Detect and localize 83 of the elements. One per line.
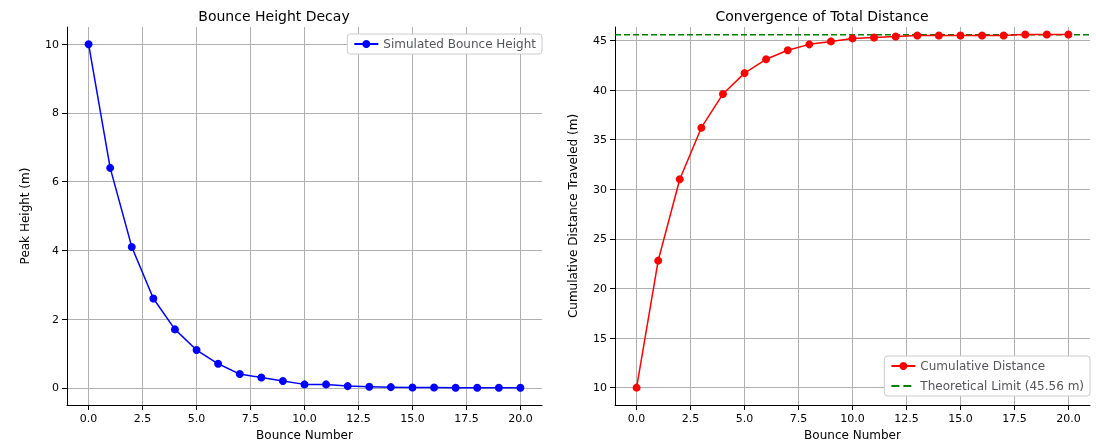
point: [1064, 30, 1073, 39]
y-tick-label: 8: [52, 106, 59, 120]
point: [386, 383, 395, 392]
point: [913, 31, 922, 40]
point: [322, 380, 331, 389]
y-axis-title: Cumulative Distance Traveled (m): [566, 113, 580, 319]
point: [956, 31, 965, 40]
y-tick-label: 10: [45, 37, 59, 51]
point: [430, 383, 439, 392]
x-tick-label: 10.0: [840, 412, 865, 425]
legend-label: Theoretical Limit (45.56 m): [919, 379, 1085, 393]
point: [408, 383, 417, 392]
point: [740, 69, 749, 78]
y-tick-label: 15: [593, 331, 607, 345]
legend-label: Simulated Bounce Height: [383, 37, 537, 51]
point: [516, 383, 525, 392]
x-tick-label: 2.5: [681, 412, 700, 425]
y-tick-label: 10: [593, 381, 607, 395]
chart-title: Bounce Height Decay: [198, 8, 350, 24]
point: [127, 242, 136, 251]
point: [235, 370, 244, 379]
point: [718, 89, 727, 98]
point: [783, 46, 792, 55]
y-tick-label: 20: [593, 281, 607, 295]
x-axis-title: Bounce Number: [256, 428, 353, 442]
point: [494, 383, 503, 392]
point: [934, 31, 943, 40]
x-tick-label: 7.5: [241, 412, 260, 425]
point: [1021, 30, 1030, 39]
point: [848, 34, 857, 43]
x-tick-label: 17.5: [1002, 412, 1027, 425]
point: [451, 383, 460, 392]
point: [278, 376, 287, 385]
x-tick-label: 20.0: [1056, 412, 1081, 425]
y-tick-label: 30: [593, 182, 607, 196]
point: [978, 31, 987, 40]
point: [654, 256, 663, 265]
point: [805, 40, 814, 49]
point: [697, 123, 706, 132]
point: [473, 383, 482, 392]
y-tick-label: 25: [593, 232, 607, 246]
x-tick-label: 10.0: [292, 412, 317, 425]
x-tick-label: 20.0: [508, 412, 533, 425]
y-axis-title: Peak Height (m): [18, 167, 32, 265]
x-axis-title: Bounce Number: [804, 428, 901, 442]
point: [170, 325, 179, 334]
y-tick-label: 6: [52, 175, 59, 189]
point: [214, 359, 223, 368]
y-tick-label: 4: [52, 243, 59, 257]
point: [891, 32, 900, 41]
point: [675, 175, 684, 184]
point: [300, 380, 309, 389]
point: [762, 55, 771, 64]
x-tick-label: 0.0: [627, 412, 646, 425]
y-tick-label: 2: [52, 312, 59, 326]
point: [84, 40, 93, 49]
point: [365, 382, 374, 391]
point: [343, 382, 352, 391]
point: [192, 346, 201, 355]
legend-label: Cumulative Distance: [920, 359, 1046, 373]
point: [999, 31, 1008, 40]
x-tick-label: 0.0: [79, 412, 98, 425]
point: [826, 37, 835, 46]
x-tick-label: 7.5: [789, 412, 808, 425]
point: [149, 294, 158, 303]
y-tick-label: 0: [52, 381, 59, 395]
y-tick-label: 40: [593, 83, 607, 97]
x-tick-label: 12.5: [894, 412, 919, 425]
x-tick-label: 5.0: [735, 412, 754, 425]
x-tick-label: 15.0: [948, 412, 973, 425]
point: [106, 163, 115, 172]
x-tick-label: 12.5: [346, 412, 371, 425]
y-tick-label: 35: [593, 133, 607, 147]
x-tick-label: 2.5: [133, 412, 152, 425]
y-tick-label: 45: [593, 33, 607, 47]
x-tick-label: 15.0: [400, 412, 425, 425]
point: [870, 33, 879, 42]
x-tick-label: 17.5: [454, 412, 479, 425]
point: [257, 373, 266, 382]
point: [1042, 30, 1051, 39]
x-tick-label: 5.0: [187, 412, 206, 425]
chart-title: Convergence of Total Distance: [715, 8, 929, 24]
point: [632, 383, 641, 392]
